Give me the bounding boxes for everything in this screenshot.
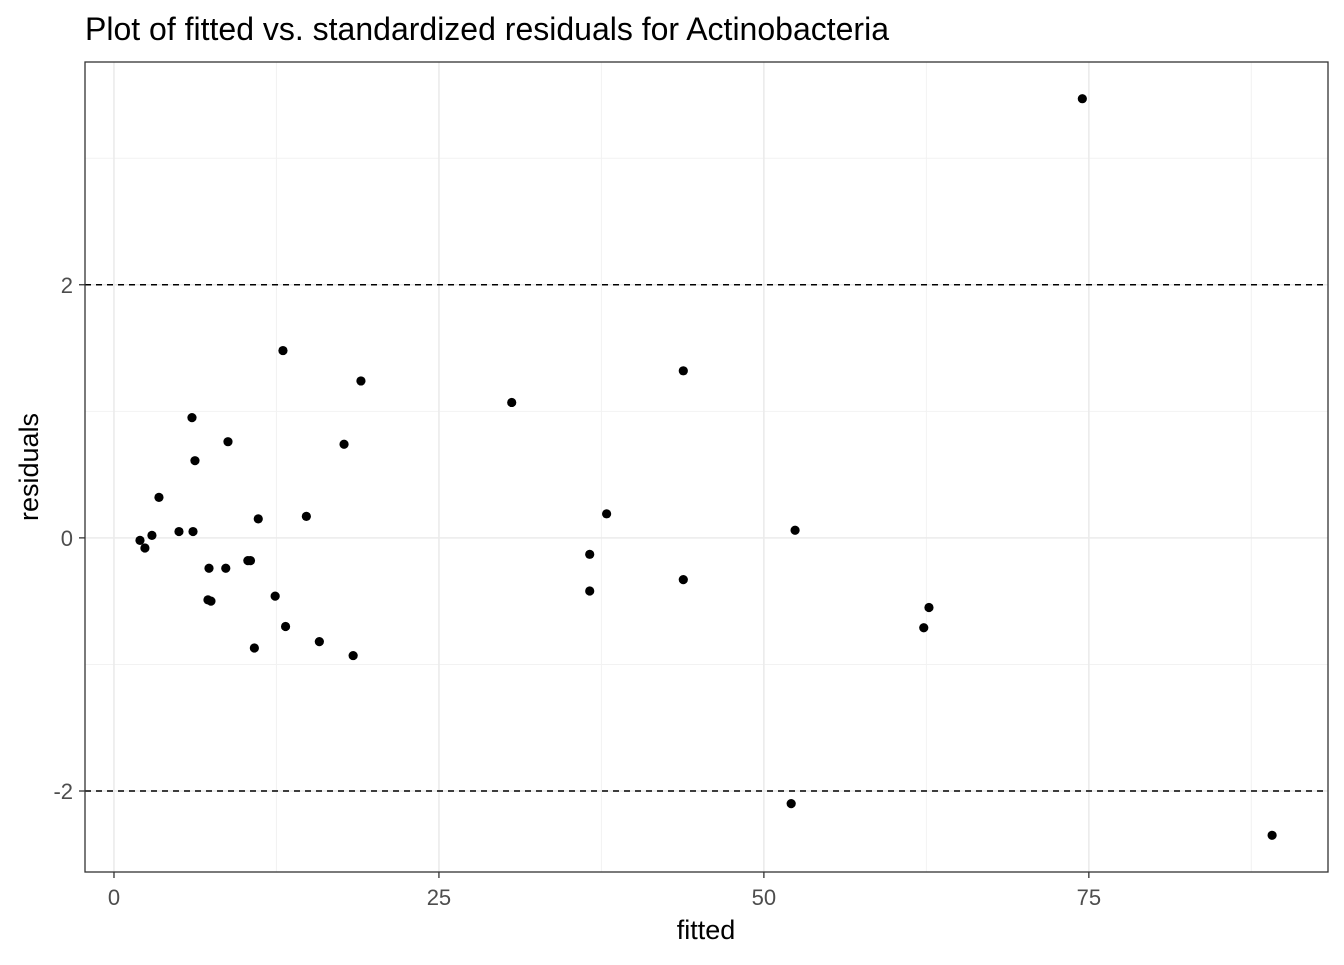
data-point bbox=[1267, 830, 1277, 840]
data-point bbox=[249, 643, 259, 653]
data-point bbox=[223, 437, 233, 447]
data-point bbox=[253, 514, 263, 524]
data-point bbox=[356, 376, 366, 386]
data-point bbox=[585, 586, 595, 596]
data-point bbox=[154, 492, 164, 502]
data-point bbox=[174, 526, 184, 537]
x-tick-label: 75 bbox=[1077, 885, 1101, 910]
data-point bbox=[507, 397, 517, 408]
points bbox=[135, 94, 1277, 840]
data-point bbox=[140, 543, 150, 553]
data-point bbox=[790, 525, 800, 535]
data-point bbox=[924, 602, 934, 613]
data-point bbox=[204, 563, 214, 573]
data-point bbox=[348, 650, 358, 661]
x-axis-label: fitted bbox=[677, 915, 736, 945]
plot-panel-border bbox=[84, 61, 1329, 873]
x-tick-label: 25 bbox=[427, 885, 451, 910]
data-point bbox=[135, 535, 145, 546]
data-point bbox=[314, 637, 324, 647]
data-point bbox=[190, 456, 200, 466]
data-point bbox=[301, 511, 311, 521]
reference-lines bbox=[85, 283, 1328, 792]
data-point bbox=[278, 345, 288, 356]
data-point bbox=[678, 575, 688, 585]
axes: 0 25 50 75 -2 0 2 bbox=[53, 273, 1101, 910]
data-point bbox=[678, 366, 688, 376]
data-point bbox=[245, 556, 256, 566]
data-point bbox=[919, 623, 929, 633]
data-point bbox=[270, 591, 280, 601]
y-tick-label: 0 bbox=[61, 526, 73, 551]
x-tick-label: 50 bbox=[752, 885, 776, 910]
data-point bbox=[585, 549, 595, 559]
data-point bbox=[339, 439, 349, 449]
data-point bbox=[786, 799, 796, 809]
data-point bbox=[147, 530, 157, 540]
y-tick-label: -2 bbox=[53, 779, 73, 804]
chart-title: Plot of fitted vs. standardized residual… bbox=[85, 11, 889, 47]
data-point bbox=[187, 413, 197, 423]
data-point bbox=[188, 526, 198, 537]
data-point bbox=[602, 509, 612, 519]
x-tick-label: 0 bbox=[108, 885, 120, 910]
data-point bbox=[1077, 94, 1087, 104]
data-point bbox=[221, 563, 231, 573]
grid bbox=[85, 62, 1328, 872]
data-point bbox=[206, 596, 216, 606]
y-axis-label: residuals bbox=[14, 413, 44, 521]
data-point bbox=[280, 621, 291, 632]
y-tick-label: 2 bbox=[61, 273, 73, 298]
